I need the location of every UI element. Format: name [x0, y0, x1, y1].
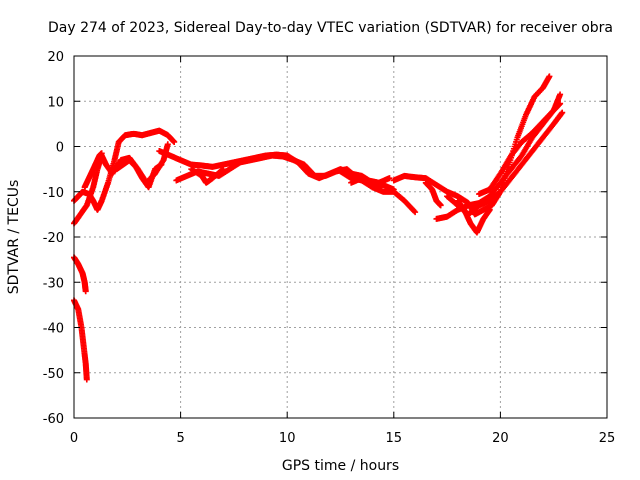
y-tick-label: -50 — [43, 367, 64, 382]
series-arc7 — [156, 148, 376, 186]
y-tick-label: 10 — [47, 95, 64, 110]
data-point — [164, 141, 171, 148]
data-point — [486, 206, 493, 213]
x-tick-label: 10 — [279, 431, 296, 446]
series-arc6 — [113, 157, 165, 191]
data-point — [386, 175, 393, 182]
data-point — [557, 91, 564, 98]
series-arc5 — [81, 150, 105, 191]
data-point — [220, 166, 227, 173]
series-arc2 — [71, 297, 90, 383]
data-point — [158, 161, 165, 168]
data-point — [412, 209, 419, 216]
data-point — [390, 186, 397, 193]
series-arc16 — [476, 100, 564, 198]
y-tick-label: -20 — [43, 231, 64, 246]
y-tick-label: 0 — [56, 141, 64, 156]
x-tick-label: 15 — [386, 431, 403, 446]
data-point — [437, 202, 444, 209]
data-point — [411, 208, 418, 215]
series-arc11 — [348, 175, 397, 193]
data-point — [83, 376, 90, 383]
y-tick-label: -10 — [43, 186, 64, 201]
data-point — [98, 150, 105, 157]
data-point — [82, 288, 89, 295]
data-points — [71, 73, 566, 383]
data-point — [559, 109, 566, 116]
series-arc17 — [422, 179, 444, 209]
data-point — [557, 100, 564, 107]
y-axis-label: SDTVAR / TECUs — [6, 180, 22, 295]
series-arc15 — [454, 197, 493, 236]
y-tick-label: -60 — [43, 412, 64, 427]
data-point — [546, 73, 553, 80]
grid — [74, 56, 607, 418]
axis-ticks: 0 5 10 15 20 25 20 10 0 -10 -20 -30 -40 -50 -60 — [43, 50, 616, 446]
x-axis-label: GPS time / hours — [282, 458, 399, 474]
series-arc9 — [188, 166, 227, 186]
x-tick-label: 25 — [599, 431, 616, 446]
x-tick-label: 0 — [70, 431, 78, 446]
y-tick-label: -40 — [43, 322, 64, 337]
y-tick-label: -30 — [43, 276, 64, 291]
data-point — [171, 138, 178, 145]
x-tick-label: 20 — [492, 431, 509, 446]
series-arc1 — [71, 254, 89, 295]
y-tick-label: 20 — [47, 50, 64, 65]
chart-title: Day 274 of 2023, Sidereal Day-to-day VTE… — [48, 20, 613, 36]
x-tick-label: 5 — [176, 431, 184, 446]
